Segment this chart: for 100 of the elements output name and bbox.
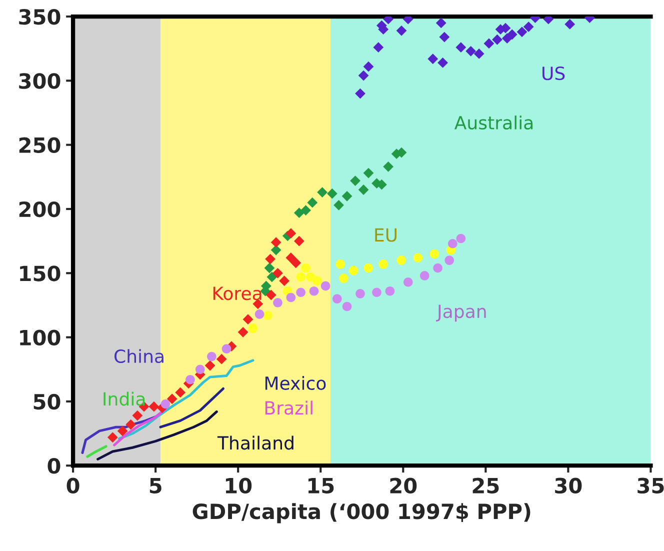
- y-tick-label: 100: [20, 330, 60, 346]
- point: [264, 262, 275, 274]
- point: [107, 432, 118, 443]
- x-tick-label: 30: [555, 478, 582, 494]
- point: [339, 274, 348, 283]
- point: [448, 238, 458, 248]
- point: [294, 236, 304, 246]
- point: [358, 70, 369, 81]
- point: [186, 374, 195, 384]
- x-tick-label: 20: [390, 478, 417, 494]
- point: [433, 263, 442, 273]
- point: [320, 281, 330, 291]
- x-axis-title: GDP/capita (‘000 1997$ PPP): [192, 503, 530, 524]
- text: Australia: [454, 116, 533, 130]
- x-tick-label: 10: [226, 478, 252, 494]
- point: [222, 344, 232, 354]
- point: [300, 205, 311, 216]
- series-label: Korea: [213, 286, 262, 300]
- line-series: [159, 387, 224, 428]
- point: [286, 252, 296, 263]
- x-tick-label: 0: [66, 478, 80, 494]
- text: China: [114, 349, 164, 364]
- line-series: [96, 410, 218, 460]
- point: [238, 326, 248, 338]
- point: [279, 276, 290, 286]
- point: [254, 310, 264, 319]
- point: [355, 88, 366, 99]
- point: [242, 314, 254, 325]
- text: Mexico: [265, 376, 326, 390]
- point: [396, 256, 406, 265]
- point: [444, 256, 454, 265]
- point: [309, 286, 319, 296]
- point: [290, 258, 302, 268]
- point: [334, 200, 344, 210]
- point: [301, 263, 310, 273]
- y-tick-label: 300: [19, 73, 60, 89]
- series-label: Thailand: [217, 436, 294, 450]
- point: [286, 228, 296, 239]
- point: [430, 249, 440, 259]
- point: [332, 294, 342, 304]
- point: [456, 234, 466, 244]
- point: [420, 271, 430, 280]
- y-tick-label: 250: [19, 137, 60, 154]
- point: [266, 272, 278, 282]
- point: [342, 190, 352, 202]
- x-tick-label: 25: [472, 478, 499, 494]
- point: [342, 302, 352, 312]
- point: [363, 168, 374, 178]
- point: [270, 237, 282, 248]
- y-tick-label: 150: [20, 266, 60, 282]
- series-label: Japan: [436, 304, 486, 322]
- point: [175, 387, 186, 398]
- point: [166, 394, 178, 404]
- point: [266, 290, 276, 300]
- point: [273, 298, 282, 308]
- point: [132, 410, 143, 421]
- point: [348, 266, 358, 276]
- point: [296, 272, 306, 282]
- point: [456, 42, 466, 53]
- point: [336, 260, 346, 269]
- x-tick-label: 15: [308, 478, 334, 494]
- point: [296, 288, 306, 298]
- point: [474, 48, 484, 59]
- point: [204, 360, 216, 371]
- point: [523, 22, 534, 32]
- point: [160, 399, 170, 409]
- point: [148, 401, 160, 412]
- point: [317, 187, 328, 198]
- point: [286, 292, 296, 302]
- series-label: EU: [375, 228, 396, 242]
- point: [126, 419, 136, 430]
- point: [403, 277, 413, 287]
- point: [364, 263, 374, 273]
- point: [350, 176, 360, 186]
- point: [436, 18, 446, 28]
- point: [466, 46, 476, 56]
- point: [516, 26, 528, 38]
- point: [294, 208, 304, 218]
- y-tick-label: 200: [19, 201, 60, 218]
- point: [484, 38, 494, 49]
- point: [383, 161, 394, 172]
- point: [372, 288, 382, 298]
- point: [439, 32, 450, 42]
- point: [492, 34, 502, 45]
- point: [312, 276, 322, 286]
- point: [385, 286, 395, 296]
- point: [378, 260, 388, 269]
- point: [263, 310, 272, 320]
- point: [216, 354, 227, 364]
- x-tick-label: 5: [150, 478, 162, 494]
- y-tick-label: 50: [34, 394, 60, 410]
- point: [564, 19, 576, 30]
- point: [272, 268, 283, 278]
- point: [195, 364, 205, 374]
- point: [373, 42, 384, 53]
- point: [506, 29, 518, 40]
- point: [265, 254, 276, 264]
- text: Brazil: [265, 400, 312, 415]
- point: [396, 25, 407, 36]
- point: [356, 289, 365, 298]
